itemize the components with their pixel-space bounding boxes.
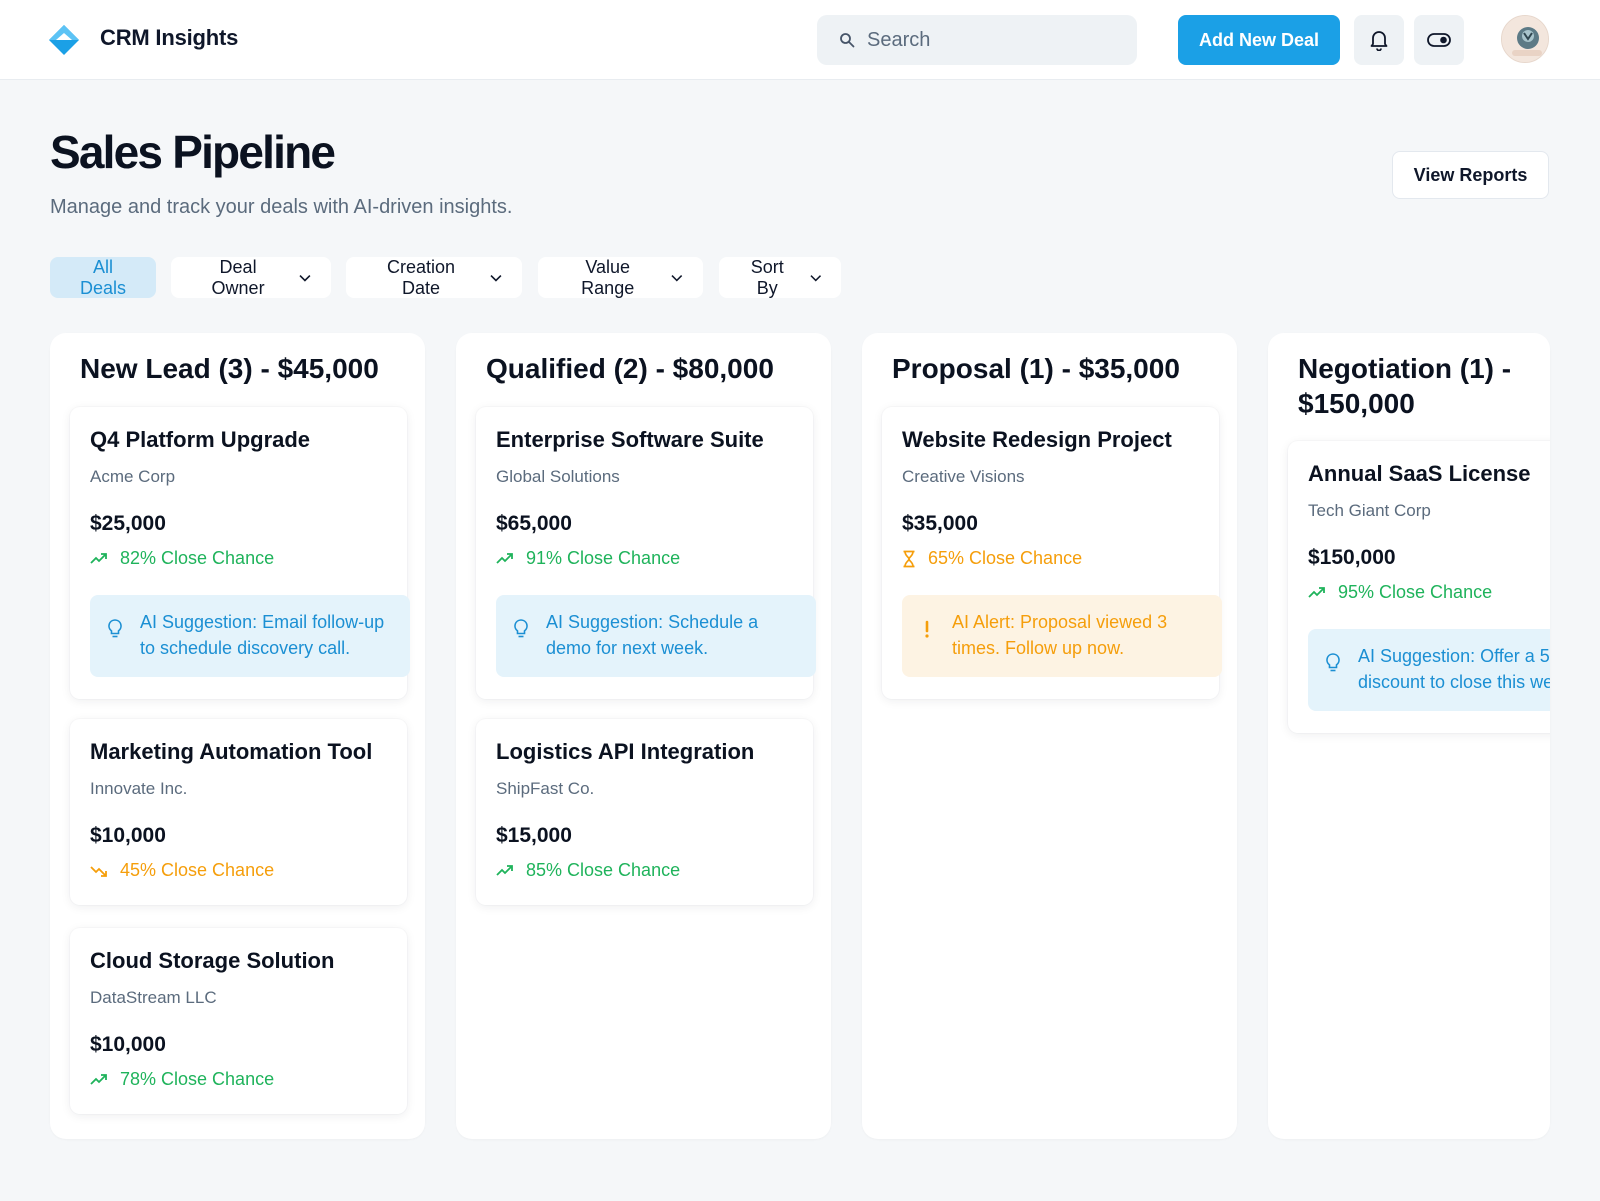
deal-company: DataStream LLC — [90, 988, 217, 1007]
search-icon — [840, 33, 855, 48]
close-chance: 45% Close Chance — [90, 860, 274, 881]
deal-card[interactable]: Logistics API Integration ShipFast Co. $… — [476, 719, 813, 905]
add-new-deal-button[interactable]: Add New Deal — [1178, 15, 1340, 65]
lightbulb-icon — [1326, 653, 1340, 672]
deal-title: Enterprise Software Suite — [496, 427, 764, 452]
close-chance: 78% Close Chance — [90, 1069, 274, 1090]
filter-label: Deal Owner — [211, 256, 265, 298]
deal-value: $10,000 — [90, 1033, 166, 1056]
exclamation-icon — [925, 620, 929, 638]
column-title: New Lead (3) - $45,000 — [80, 353, 379, 384]
hourglass-icon — [903, 550, 915, 567]
deal-company: Creative Visions — [902, 467, 1025, 486]
trending-up-icon — [496, 552, 513, 564]
lightbulb-icon — [514, 619, 528, 638]
app-title: CRM Insights — [100, 25, 239, 50]
deal-company: Tech Giant Corp — [1308, 501, 1431, 520]
deal-value: $65,000 — [496, 512, 572, 535]
filter-label: All Deals — [79, 256, 127, 298]
filter-label: Value Range — [581, 256, 635, 298]
deal-company: Global Solutions — [496, 467, 620, 486]
ai-alert: AI Alert: Proposal viewed 3 times. Follo… — [902, 595, 1222, 677]
filter-sort-by[interactable]: Sort By — [719, 257, 841, 298]
column-title: Proposal (1) - $35,000 — [892, 353, 1180, 384]
deal-card[interactable]: Annual SaaS License Tech Giant Corp $150… — [1288, 441, 1550, 733]
search-box[interactable] — [817, 15, 1137, 65]
close-chance: 82% Close Chance — [90, 548, 274, 569]
trending-down-icon — [90, 865, 107, 877]
toggle-icon — [1427, 33, 1451, 47]
view-reports-button[interactable]: View Reports — [1392, 151, 1549, 199]
user-avatar-icon — [1502, 16, 1548, 62]
pipeline-column-negotiation: Negotiation (1) - $150,000 Annual SaaS L… — [1268, 333, 1550, 1139]
filter-label: Sort By — [750, 256, 784, 298]
filter-deal-owner[interactable]: Deal Owner — [171, 257, 331, 298]
close-chance: 85% Close Chance — [496, 860, 680, 881]
logo-diamond-icon[interactable] — [48, 24, 80, 56]
chevron-down-icon — [671, 274, 683, 282]
filter-value-range[interactable]: Value Range — [538, 257, 703, 298]
bell-icon — [1370, 31, 1388, 51]
deal-value: $10,000 — [90, 824, 166, 847]
close-chance: 91% Close Chance — [496, 548, 680, 569]
filter-creation-date[interactable]: Creation Date — [346, 257, 522, 298]
filter-label: Creation Date — [387, 256, 456, 298]
deal-value: $35,000 — [902, 512, 978, 535]
close-chance: 65% Close Chance — [902, 548, 1082, 569]
close-chance-text: 85% Close Chance — [526, 860, 681, 880]
chevron-down-icon — [299, 274, 311, 282]
ai-suggestion: AI Suggestion: Offer a 5% discount to cl… — [1308, 629, 1550, 711]
notifications-button[interactable] — [1354, 15, 1404, 65]
close-chance: 95% Close Chance — [1308, 582, 1492, 603]
ai-suggestion-text: AI Suggestion: Email follow-up to schedu… — [140, 612, 385, 658]
deal-title: Marketing Automation Tool — [90, 739, 373, 764]
trending-up-icon — [496, 864, 513, 876]
ai-suggestion: AI Suggestion: Email follow-up to schedu… — [90, 595, 410, 677]
close-chance-text: 95% Close Chance — [1338, 582, 1493, 602]
pipeline-column-new-lead: New Lead (3) - $45,000 Q4 Platform Upgra… — [50, 333, 425, 1139]
deal-company: Innovate Inc. — [90, 779, 188, 798]
lightbulb-icon — [108, 619, 122, 638]
ai-suggestion: AI Suggestion: Schedule a demo for next … — [496, 595, 816, 677]
search-input[interactable] — [867, 15, 1127, 65]
deal-title: Annual SaaS License — [1308, 461, 1531, 486]
page-subtitle: Manage and track your deals with AI-driv… — [50, 196, 513, 218]
deal-card[interactable]: Enterprise Software Suite Global Solutio… — [476, 407, 816, 699]
pipeline-column-proposal: Proposal (1) - $35,000 Website Redesign … — [862, 333, 1237, 1139]
deal-card[interactable]: Website Redesign Project Creative Vision… — [882, 407, 1222, 699]
close-chance-text: 91% Close Chance — [526, 548, 681, 568]
theme-toggle-button[interactable] — [1414, 15, 1464, 65]
trending-up-icon — [1308, 586, 1325, 598]
ai-suggestion-text: AI Suggestion: Offer a 5% discount to cl… — [1358, 646, 1550, 692]
close-chance-text: 65% Close Chance — [928, 548, 1083, 568]
deal-value: $25,000 — [90, 512, 166, 535]
deal-company: ShipFast Co. — [496, 779, 595, 798]
chevron-down-icon — [809, 274, 821, 281]
deal-card[interactable]: Q4 Platform Upgrade Acme Corp $25,000 82… — [70, 407, 410, 699]
deal-card[interactable]: Cloud Storage Solution DataStream LLC $1… — [70, 928, 407, 1114]
chevron-down-icon — [490, 274, 502, 282]
ai-suggestion-text: AI Suggestion: Schedule a demo for next … — [546, 612, 759, 658]
deal-title: Q4 Platform Upgrade — [90, 427, 311, 452]
top-bar: CRM Insights Add New Deal — [0, 0, 1600, 80]
column-title: Negotiation (1) - $150,000 — [1298, 353, 1512, 419]
page-title: Sales Pipeline — [50, 126, 336, 178]
deal-title: Logistics API Integration — [496, 739, 755, 764]
user-avatar[interactable] — [1501, 15, 1549, 63]
deal-value: $150,000 — [1308, 546, 1396, 569]
ai-alert-text: AI Alert: Proposal viewed 3 times. Follo… — [952, 612, 1168, 658]
deal-title: Website Redesign Project — [902, 427, 1172, 452]
close-chance-text: 45% Close Chance — [120, 860, 275, 880]
deal-title: Cloud Storage Solution — [90, 948, 335, 973]
close-chance-text: 78% Close Chance — [120, 1069, 275, 1089]
pipeline-column-qualified: Qualified (2) - $80,000 Enterprise Softw… — [456, 333, 831, 1139]
trending-up-icon — [90, 1073, 107, 1085]
column-title: Qualified (2) - $80,000 — [486, 353, 774, 384]
deal-company: Acme Corp — [90, 467, 176, 486]
deal-card[interactable]: Marketing Automation Tool Innovate Inc. … — [70, 719, 407, 905]
trending-up-icon — [90, 552, 107, 564]
close-chance-text: 82% Close Chance — [120, 548, 275, 568]
filter-all-deals[interactable]: All Deals — [50, 257, 156, 298]
deal-value: $15,000 — [496, 824, 572, 847]
